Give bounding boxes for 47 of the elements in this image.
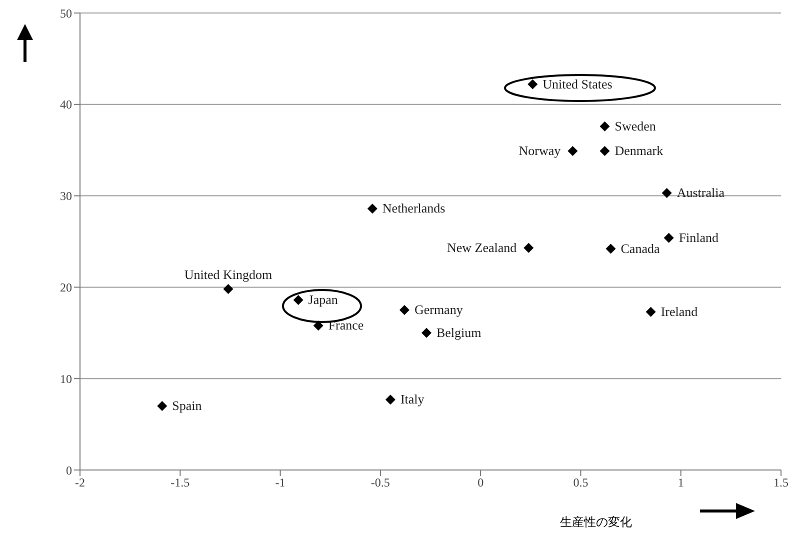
annotation: Italy (400, 392, 425, 407)
x-tick-label: -2 (75, 476, 85, 490)
y-tick-label: 10 (60, 372, 72, 386)
y-tick-label: 50 (60, 6, 72, 20)
point (662, 188, 672, 198)
annotation: Spain (172, 398, 202, 414)
point (528, 79, 538, 90)
point (157, 401, 168, 412)
y-tick-label: 0 (66, 463, 72, 478)
annotation: United States (542, 76, 612, 92)
point (293, 294, 304, 305)
point (646, 306, 656, 317)
point (606, 244, 616, 254)
point (664, 232, 674, 243)
y-tick-label: 20 (60, 280, 72, 294)
annotation: Germany (414, 302, 464, 318)
annotation: Japan (308, 292, 338, 307)
annotation: Norway (518, 143, 562, 158)
annotation: Finland (678, 230, 720, 245)
point (399, 305, 410, 316)
point (223, 284, 234, 294)
annotation: Ireland (660, 304, 698, 319)
annotation: Denmark (614, 143, 664, 158)
x-tick-label: 0.5 (573, 476, 588, 490)
point (524, 242, 534, 253)
annotation: Sweden (614, 118, 656, 134)
annotation: Netherlands (382, 200, 446, 216)
point (600, 121, 610, 132)
x-tick-label: 0 (478, 476, 484, 490)
annotation: United Kingdom (184, 267, 272, 282)
y-tick-label: 30 (60, 189, 72, 204)
point (421, 328, 432, 338)
x-tick-label: 1 (678, 476, 684, 490)
point (568, 146, 578, 156)
x-axis-title: 生産性の変化 (560, 514, 632, 531)
x-tick-label: -1.5 (170, 476, 190, 490)
point (367, 204, 378, 214)
point (600, 146, 610, 156)
y-tick-label: 40 (60, 98, 72, 112)
annotation: Belgium (436, 324, 482, 340)
annotation: Canada (620, 240, 660, 256)
x-tick-label: 1.5 (774, 476, 788, 490)
annotation: Australia (676, 185, 725, 200)
x-tick-label: -0.5 (370, 476, 390, 490)
annotation: New Zealand (446, 240, 518, 255)
point (385, 394, 396, 405)
x-tick-label: -1 (275, 476, 286, 490)
